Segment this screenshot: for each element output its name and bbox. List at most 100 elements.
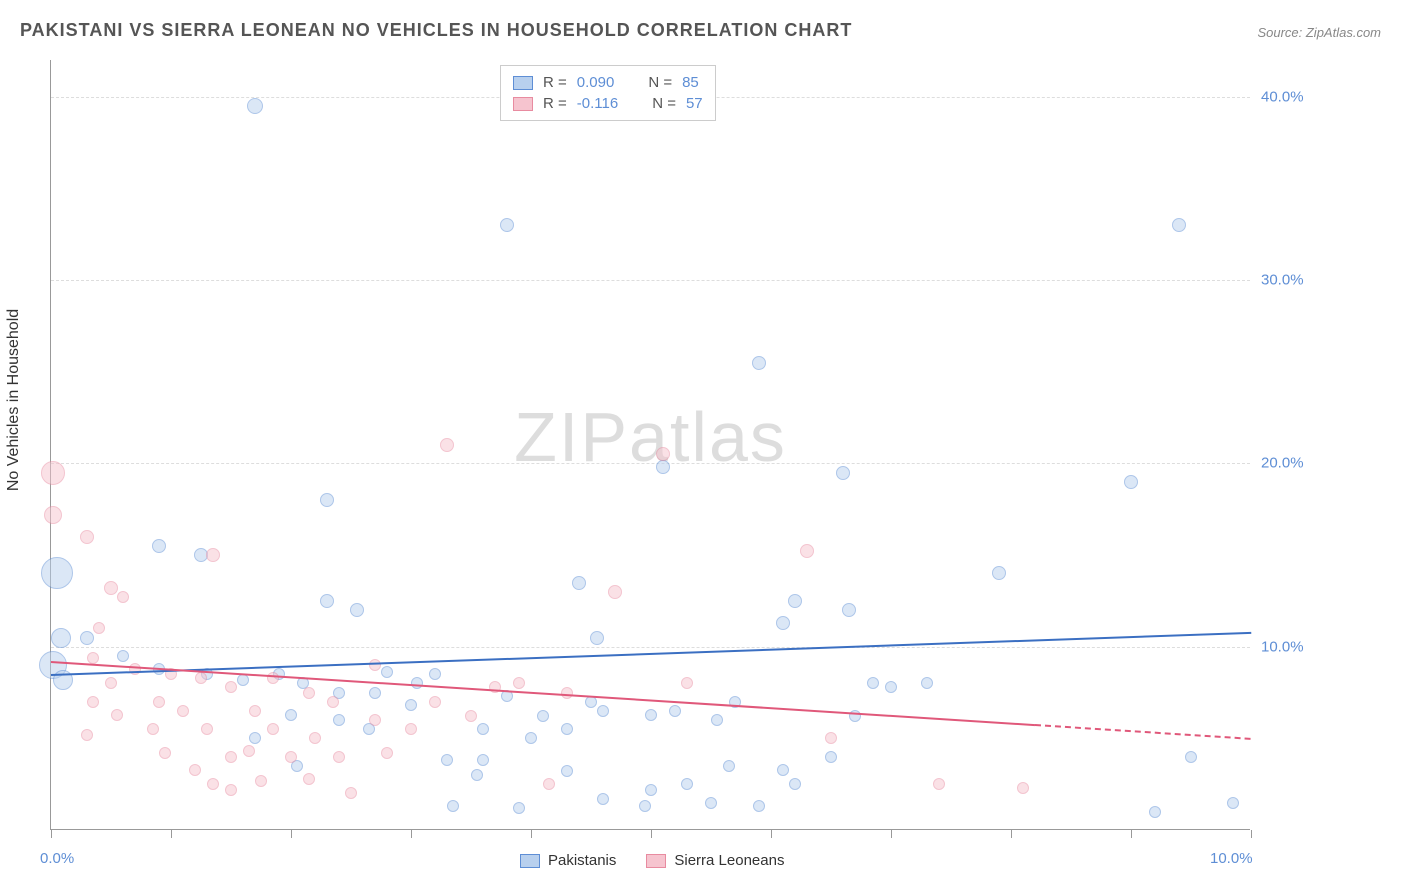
legend-stats-box: R =0.090N =85R =-0.116N =57 (500, 65, 716, 121)
data-point (656, 460, 670, 474)
data-point (477, 754, 489, 766)
legend-item: Pakistanis (520, 852, 616, 869)
watermark: ZIPatlas (514, 397, 787, 477)
data-point (267, 723, 279, 735)
data-point (206, 548, 220, 562)
data-point (249, 705, 261, 717)
data-point (537, 710, 549, 722)
y-tick-label: 40.0% (1261, 88, 1304, 105)
data-point (87, 652, 99, 664)
legend-stats-row: R =0.090N =85 (513, 72, 703, 93)
legend-swatch (513, 97, 533, 111)
chart-container: PAKISTANI VS SIERRA LEONEAN NO VEHICLES … (0, 0, 1406, 892)
legend-label: Pakistanis (548, 852, 616, 869)
data-point (225, 681, 237, 693)
data-point (153, 696, 165, 708)
data-point (597, 705, 609, 717)
data-point (825, 732, 837, 744)
data-point (789, 778, 801, 790)
data-point (867, 677, 879, 689)
data-point (639, 800, 651, 812)
data-point (788, 594, 802, 608)
data-point (225, 784, 237, 796)
data-point (333, 751, 345, 763)
data-point (111, 709, 123, 721)
n-label: N = (648, 74, 672, 91)
data-point (93, 622, 105, 634)
n-value: 85 (682, 74, 699, 91)
data-point (543, 778, 555, 790)
data-point (147, 723, 159, 735)
data-point (320, 493, 334, 507)
data-point (513, 802, 525, 814)
y-tick-label: 30.0% (1261, 272, 1304, 289)
data-point (44, 506, 62, 524)
data-point (201, 723, 213, 735)
x-tick (51, 830, 52, 838)
x-tick-label: 10.0% (1210, 850, 1253, 867)
data-point (471, 769, 483, 781)
data-point (195, 672, 207, 684)
data-point (285, 751, 297, 763)
x-tick (651, 830, 652, 838)
data-point (723, 760, 735, 772)
data-point (561, 723, 573, 735)
y-tick-label: 20.0% (1261, 455, 1304, 472)
data-point (41, 461, 65, 485)
gridline (51, 280, 1250, 281)
data-point (303, 773, 315, 785)
data-point (381, 747, 393, 759)
data-point (597, 793, 609, 805)
x-tick-label: 0.0% (40, 850, 74, 867)
data-point (681, 677, 693, 689)
n-value: 57 (686, 95, 703, 112)
x-tick (1011, 830, 1012, 838)
data-point (80, 530, 94, 544)
data-point (369, 714, 381, 726)
data-point (285, 709, 297, 721)
data-point (207, 778, 219, 790)
data-point (105, 677, 117, 689)
data-point (247, 98, 263, 114)
data-point (477, 723, 489, 735)
data-point (711, 714, 723, 726)
r-label: R = (543, 74, 567, 91)
data-point (885, 681, 897, 693)
data-point (465, 710, 477, 722)
data-point (255, 775, 267, 787)
data-point (80, 631, 94, 645)
data-point (645, 709, 657, 721)
data-point (225, 751, 237, 763)
data-point (776, 616, 790, 630)
data-point (405, 723, 417, 735)
data-point (669, 705, 681, 717)
data-point (1227, 797, 1239, 809)
data-point (405, 699, 417, 711)
y-axis-label: No Vehicles in Household (5, 309, 23, 491)
data-point (561, 687, 573, 699)
x-tick (171, 830, 172, 838)
x-tick (1131, 830, 1132, 838)
plot-area: ZIPatlas 10.0%20.0%30.0%40.0% (50, 60, 1250, 830)
data-point (51, 628, 71, 648)
data-point (429, 668, 441, 680)
data-point (777, 764, 789, 776)
data-point (825, 751, 837, 763)
data-point (189, 764, 201, 776)
data-point (561, 765, 573, 777)
data-point (104, 581, 118, 595)
legend-swatch (520, 854, 540, 868)
gridline (51, 647, 1250, 648)
legend-swatch (513, 76, 533, 90)
r-label: R = (543, 95, 567, 112)
data-point (681, 778, 693, 790)
trend-line-dashed (1035, 724, 1251, 740)
chart-title: PAKISTANI VS SIERRA LEONEAN NO VEHICLES … (20, 20, 852, 41)
data-point (369, 659, 381, 671)
data-point (608, 585, 622, 599)
data-point (381, 666, 393, 678)
data-point (441, 754, 453, 766)
data-point (243, 745, 255, 757)
data-point (345, 787, 357, 799)
data-point (513, 677, 525, 689)
